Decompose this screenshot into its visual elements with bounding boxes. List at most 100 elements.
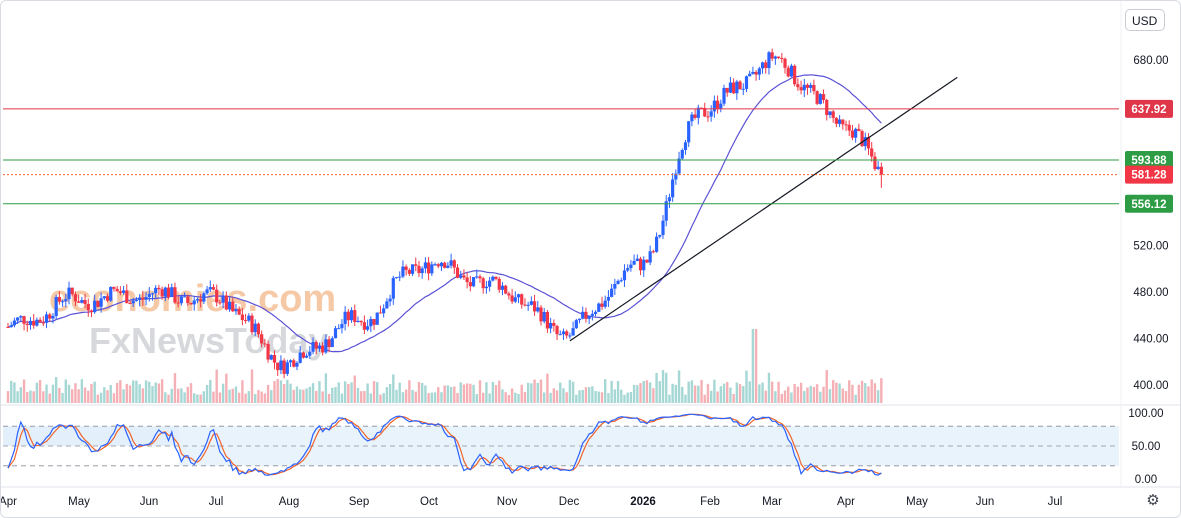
volume-bar	[594, 390, 597, 403]
volume-bar	[501, 389, 504, 403]
volume-bar	[327, 393, 331, 403]
candle-body	[744, 76, 749, 89]
price-axis-tick: 440.00	[1133, 334, 1168, 346]
volume-bar	[209, 379, 212, 403]
candle-body	[385, 301, 389, 309]
candle-body	[465, 277, 469, 283]
volume-bar	[504, 392, 507, 403]
volume-bar	[841, 388, 845, 403]
volume-bar	[552, 388, 556, 403]
volume-bar	[860, 380, 864, 403]
candle-body	[780, 57, 784, 59]
volume-bar	[844, 391, 848, 403]
volume-bar	[822, 386, 825, 403]
volume-bar	[748, 381, 751, 403]
volume-bar	[571, 381, 575, 403]
candle-body	[327, 339, 331, 348]
candle-body	[131, 300, 135, 304]
volume-bar	[38, 380, 42, 403]
time-axis-label: May	[906, 496, 928, 508]
candle-body	[298, 352, 302, 363]
candle-body	[828, 111, 832, 115]
candle-body	[301, 352, 305, 358]
candle-body	[423, 262, 428, 269]
candle-body	[128, 302, 132, 304]
volume-bar	[35, 382, 39, 403]
currency-selector[interactable]: USD	[1125, 9, 1165, 31]
candle-body	[728, 82, 733, 93]
volume-bar	[395, 389, 398, 403]
candle-body	[642, 259, 646, 271]
volume-bar	[372, 381, 376, 403]
candle-body	[600, 303, 604, 307]
volume-bar	[376, 382, 379, 403]
price-axis-tick: 680.00	[1133, 55, 1168, 67]
volume-bar	[87, 390, 90, 403]
candle-body	[256, 323, 261, 335]
volume-bar	[225, 373, 228, 403]
candle-body	[44, 314, 49, 323]
volume-bar	[356, 387, 360, 403]
candle-body	[410, 264, 415, 274]
volume-bar	[164, 392, 167, 403]
gear-icon[interactable]: ⚙	[1146, 492, 1160, 509]
resistance-tag-label: 637.92	[1131, 104, 1166, 116]
volume-bar	[106, 390, 109, 403]
volume-bar	[167, 394, 170, 403]
candle-body	[308, 351, 312, 356]
volume-bar	[668, 394, 671, 403]
candle-body	[144, 297, 148, 300]
volume-bar	[343, 381, 347, 403]
volume-bar	[578, 390, 581, 403]
candle-body	[41, 322, 45, 324]
candle-body	[712, 100, 716, 112]
volume-bar	[456, 393, 459, 403]
candle-body	[163, 287, 167, 297]
candle-body	[751, 71, 755, 74]
volume-bar	[196, 394, 199, 403]
volume-bar	[697, 385, 700, 403]
candle-body	[879, 166, 883, 175]
volume-bar	[237, 392, 241, 403]
volume-bar	[793, 384, 796, 403]
candle-body	[577, 318, 582, 321]
candle-body	[83, 300, 87, 305]
volume-bar	[700, 380, 703, 403]
volume-bar	[600, 392, 604, 403]
volume-bar	[815, 384, 819, 403]
volume-bar	[22, 379, 26, 403]
volume-bar	[873, 383, 877, 403]
candle-body	[38, 319, 42, 323]
volume-bar	[507, 394, 511, 403]
candle-body	[539, 307, 543, 322]
candle-body	[430, 264, 434, 274]
volume-bar	[318, 381, 321, 403]
candle-body	[115, 288, 119, 292]
candle-body	[574, 320, 578, 329]
oscillator-band-gap	[3, 446, 179, 466]
candle-body	[504, 285, 508, 294]
volume-bar	[311, 383, 315, 403]
price-axis-tick: 480.00	[1133, 287, 1168, 299]
candle-body	[234, 309, 238, 312]
candle-body	[279, 360, 283, 371]
candle-body	[86, 304, 90, 311]
candle-body	[288, 360, 293, 363]
volume-bar	[835, 382, 838, 403]
candle-body	[738, 81, 742, 90]
volume-bar	[446, 385, 450, 403]
volume-bar	[536, 382, 539, 403]
volume-bar	[186, 386, 190, 403]
volume-bar	[315, 390, 318, 403]
candle-body	[757, 68, 761, 75]
candle-body	[324, 339, 328, 353]
volume-bar	[876, 390, 880, 403]
candle-body	[25, 323, 29, 326]
volume-bar	[526, 382, 530, 403]
volume-bar	[109, 384, 112, 403]
volume-bar	[411, 389, 414, 403]
volume-bar	[867, 386, 870, 403]
candle-body	[565, 331, 569, 336]
time-axis-label: Feb	[700, 496, 720, 508]
